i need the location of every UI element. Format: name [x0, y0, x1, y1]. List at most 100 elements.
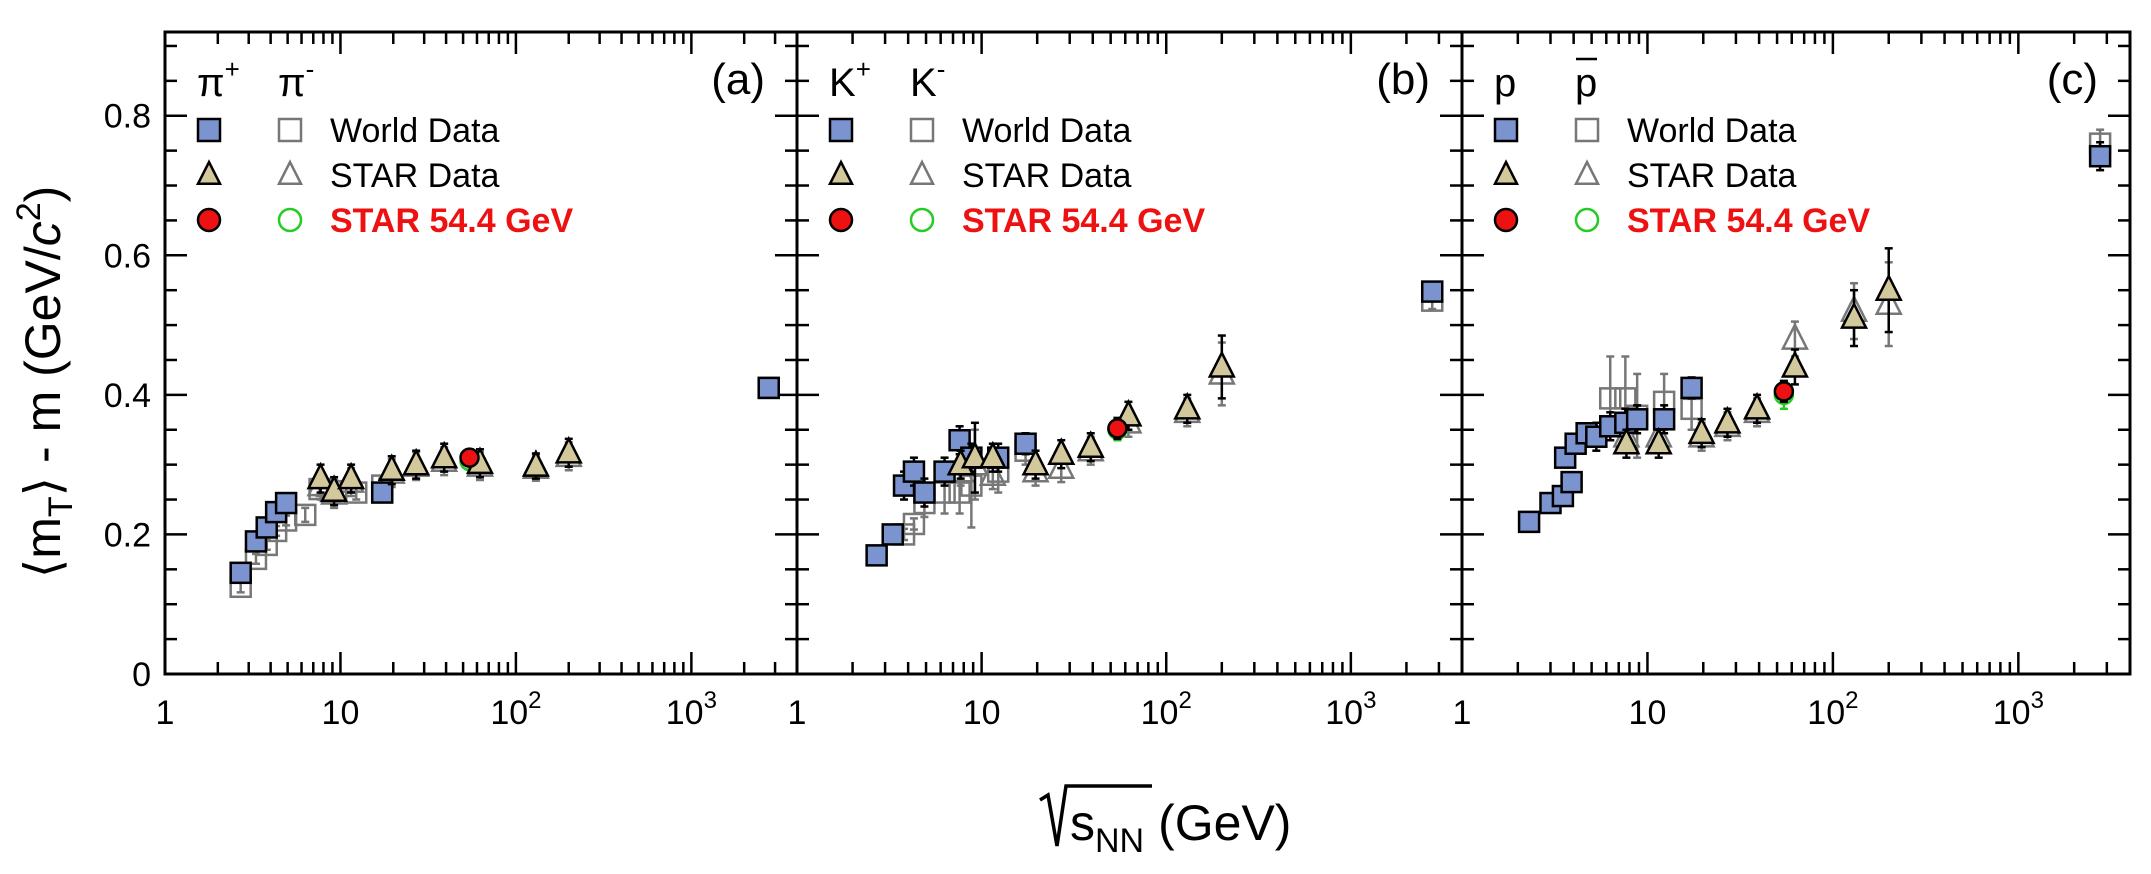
legend-marker-positive — [828, 207, 854, 233]
x-tick-label-base: 10 — [666, 694, 704, 732]
legend-header-positive-base: π — [197, 61, 225, 105]
data-point-star-data-positive — [1839, 301, 1869, 329]
data-point-star-data-positive — [1207, 350, 1236, 378]
legend-header-positive-sup: + — [225, 54, 240, 84]
legend-header-negative: p — [1575, 61, 1597, 105]
y-axis-title: ⟨mT⟩ - m (GeV/c2) — [10, 186, 80, 579]
legend-marker-negative — [1573, 159, 1601, 186]
y-tick-label: 0.2 — [104, 516, 151, 554]
data-point-star-data-positive — [1173, 391, 1202, 420]
x-tick-label-exp: 2 — [1845, 687, 1858, 714]
data-point-star-data-positive — [1644, 426, 1673, 455]
data-point-star-data-positive — [960, 440, 989, 469]
y-tick-label: 0.4 — [104, 377, 151, 415]
x-tick-label-exp: 3 — [2031, 687, 2044, 714]
x-tick-label: 1 — [156, 694, 175, 732]
x-tick-label-base: 10 — [1141, 694, 1179, 732]
legend-marker-positive — [828, 117, 854, 143]
data-points — [1517, 128, 2112, 534]
x-axis-title-base: s — [1070, 795, 1095, 851]
data-point-world-data-positive — [229, 561, 252, 585]
x-tick-label: 102 — [1807, 687, 1858, 732]
legend-marker-positive — [1493, 207, 1519, 233]
data-point-world-data-positive — [1420, 280, 1444, 303]
data-point-world-data-positive — [881, 523, 904, 546]
y-tick-label: 0 — [132, 656, 151, 694]
data-point-star-data-positive — [1780, 350, 1809, 378]
legend-marker-negative — [276, 159, 304, 186]
data-point-world-data-positive — [1625, 408, 1649, 431]
data-point-world-data-negative — [1598, 387, 1622, 410]
x-tick-label: 102 — [490, 687, 541, 732]
x-tick-label-base: 10 — [1325, 694, 1363, 732]
x-tick-label-base: 10 — [490, 694, 528, 732]
y-axis-title-close: ) — [15, 186, 71, 203]
legend-marker-positive — [827, 159, 855, 186]
x-tick-label: 1 — [1453, 694, 1472, 732]
x-axis-title: sNN (GeV) — [1039, 784, 1291, 860]
data-point-star-data-positive — [554, 435, 583, 464]
data-point-star-54-4-gev-positive — [1107, 418, 1128, 439]
data-point-world-data-negative — [293, 503, 317, 527]
y-axis-title-exp: 2 — [10, 202, 48, 221]
data-point-world-data-positive — [865, 544, 888, 567]
x-tick-label-base: 10 — [963, 694, 1001, 732]
legend-label: World Data — [330, 112, 500, 150]
legend-header-negative-base: π — [278, 61, 306, 105]
data-point-world-data-positive — [1560, 470, 1583, 494]
data-points — [865, 280, 1444, 567]
legend-label: STAR 54.4 GeV — [1627, 202, 1870, 240]
x-tick-label: 103 — [1993, 687, 2044, 732]
plot-frame — [1460, 30, 2132, 676]
y-axis-title-c: c — [15, 221, 71, 246]
legend-header-negative-sup: - — [306, 54, 315, 84]
panel-label: (a) — [711, 55, 765, 104]
legend-marker-positive — [196, 117, 222, 143]
y-tick-label: 0.6 — [104, 237, 151, 275]
x-tick-label: 102 — [1141, 687, 1192, 732]
legend-label: STAR 54.4 GeV — [330, 202, 573, 240]
x-axis-title-sub: NN — [1095, 822, 1144, 860]
x-tick-label-base: 10 — [322, 694, 360, 732]
data-point-star-data-positive — [1047, 437, 1076, 466]
data-point-star-data-positive — [1743, 391, 1772, 420]
legend-marker-negative — [908, 159, 936, 186]
legend: p p World Data STAR Data STAR 54.4 GeV — [1492, 57, 1870, 240]
data-point-world-data-positive — [2088, 144, 2112, 168]
x-tick-label-exp: 3 — [704, 687, 717, 714]
legend-header-positive-sup: + — [856, 54, 871, 84]
data-point-star-54-4-gev-positive — [459, 447, 480, 468]
data-point-world-data-positive — [370, 481, 394, 504]
panel-label: (b) — [1376, 55, 1430, 104]
data-point-star-data-positive — [377, 453, 406, 482]
legend-label: World Data — [1627, 112, 1797, 150]
legend-header-negative: K- — [910, 54, 945, 105]
x-tick-label-base: 10 — [1629, 694, 1667, 732]
legend-marker-positive — [1492, 159, 1520, 186]
x-tick-label-exp: 2 — [1178, 687, 1191, 714]
data-point-star-54-4-gev-positive — [1773, 381, 1795, 402]
legend-header-negative: π- — [278, 54, 314, 105]
x-tick-label-exp: 2 — [528, 687, 541, 714]
x-tick-label: 103 — [666, 687, 717, 732]
x-tick-label-base: 1 — [1453, 694, 1472, 732]
legend-marker-negative — [1574, 117, 1600, 143]
legend-marker-negative — [1574, 207, 1600, 233]
y-axis-title-open: ⟨m — [15, 517, 71, 578]
legend-header-negative-base: p — [1575, 61, 1597, 105]
svg-text:sNN(GeV): sNN (GeV) — [1070, 795, 1291, 860]
data-point-star-data-positive — [402, 447, 431, 476]
data-point-star-data-negative — [1047, 451, 1076, 479]
legend-marker-positive — [196, 207, 222, 233]
legend-header-positive: p — [1494, 61, 1516, 105]
legend-header-positive: π+ — [197, 54, 240, 105]
legend-marker-negative — [909, 207, 935, 233]
legend-label: World Data — [962, 112, 1132, 150]
y-axis-title-mid: ⟩ - m (GeV/ — [15, 246, 71, 496]
x-tick-label: 1 — [788, 694, 807, 732]
